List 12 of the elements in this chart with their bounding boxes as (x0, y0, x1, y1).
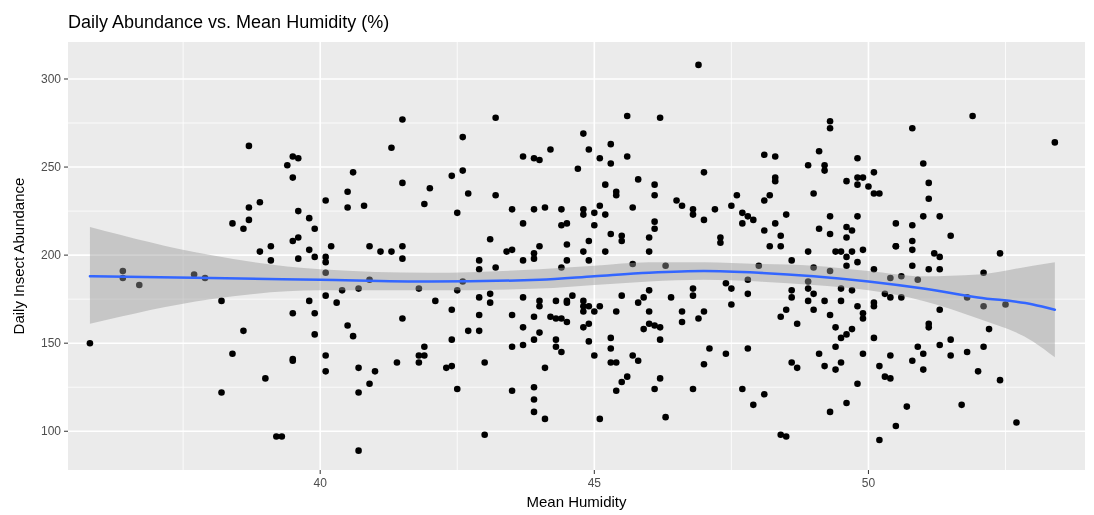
x-tick-label: 50 (861, 476, 876, 490)
y-tick-label: 150 (40, 336, 62, 351)
y-axis-title: Daily Insect Abundance (10, 177, 27, 335)
x-axis-title: Mean Humidity (526, 493, 628, 510)
x-tick-label: 40 (313, 476, 328, 490)
line-series (88, 269, 1057, 311)
chart-title: Daily Abundance vs. Mean Humidity (%) (68, 12, 390, 32)
x-tick-label: 45 (587, 476, 602, 490)
y-tick-label: 100 (40, 424, 62, 439)
y-tick-label: 200 (40, 248, 62, 263)
y-tick-label: 300 (40, 72, 62, 87)
y-tick-label: 250 (40, 160, 62, 175)
